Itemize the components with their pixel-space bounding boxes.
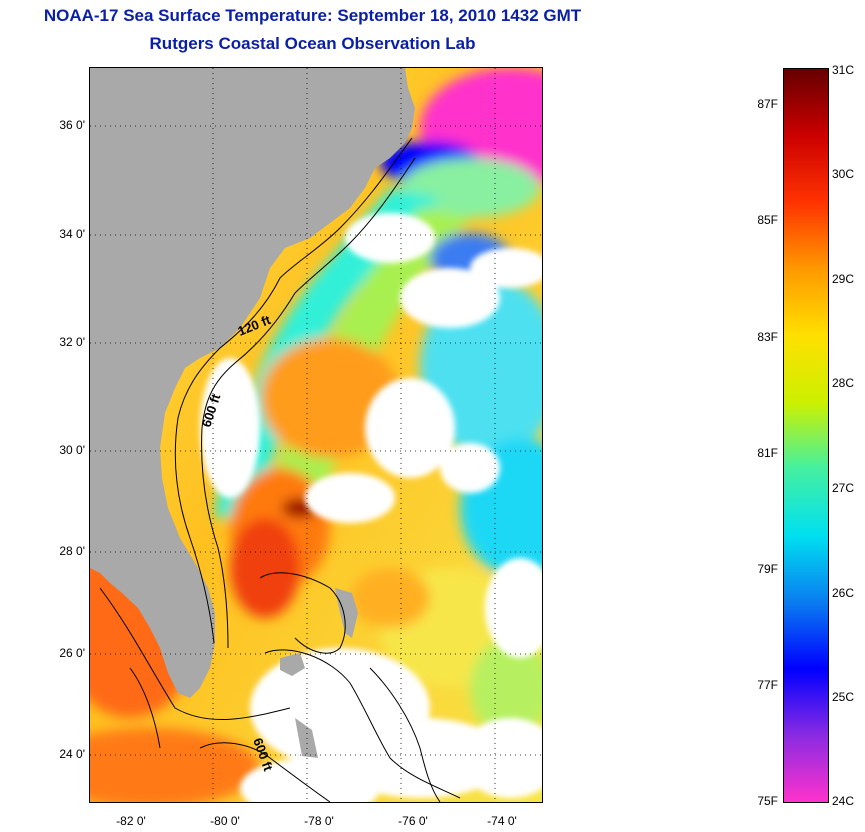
lon-label-74: -74 0' [487, 814, 517, 828]
colorbar-label-77f: 77F [757, 678, 778, 692]
land-island [335, 588, 358, 638]
map-subtitle: Rutgers Coastal Ocean Observation Lab [149, 34, 476, 53]
colorbar-label-24c: 24C [832, 794, 855, 808]
colorbar-label-28c: 28C [832, 376, 855, 390]
sst-map-canvas: 120 ft 600 ft 600 ft [90, 68, 542, 802]
colorbar-label-81f: 81F [757, 446, 778, 460]
lat-label-28: 28 0' [59, 544, 85, 558]
bathymetry-contours [99, 137, 461, 802]
lat-label-26: 26 0' [59, 646, 85, 660]
lat-label-32: 32 0' [59, 335, 85, 349]
colorbar-label-29c: 29C [832, 272, 855, 286]
colorbar-label-75f: 75F [757, 794, 778, 808]
lon-label-82: -82 0' [116, 814, 146, 828]
colorbar-label-83f: 83F [757, 330, 778, 344]
land-mass [90, 68, 415, 698]
land-island [295, 718, 318, 758]
colorbar-label-85f: 85F [757, 213, 778, 227]
lat-label-34: 34 0' [59, 227, 85, 241]
colorbar-label-31c: 31C [832, 63, 855, 77]
colorbar-label-25c: 25C [832, 690, 855, 704]
map-title: NOAA-17 Sea Surface Temperature: Septemb… [43, 6, 582, 25]
sst-map: 120 ft 600 ft 600 ft [89, 67, 543, 803]
colorbar-label-79f: 79F [757, 562, 778, 576]
colorbar-label-26c: 26C [832, 586, 855, 600]
lon-label-76: -76 0' [398, 814, 428, 828]
colorbar-label-27c: 27C [832, 481, 855, 495]
lat-label-30: 30 0' [59, 443, 85, 457]
lat-label-24: 24 0' [59, 747, 85, 761]
temperature-colorbar [783, 68, 829, 803]
lon-label-80: -80 0' [210, 814, 240, 828]
graticule [90, 68, 542, 802]
cloud-mask [200, 213, 542, 802]
colorbar-label-87f: 87F [757, 97, 778, 111]
lat-label-36: 36 0' [59, 118, 85, 132]
land-island [280, 653, 305, 676]
lon-label-78: -78 0' [304, 814, 334, 828]
colorbar-label-30c: 30C [832, 167, 855, 181]
